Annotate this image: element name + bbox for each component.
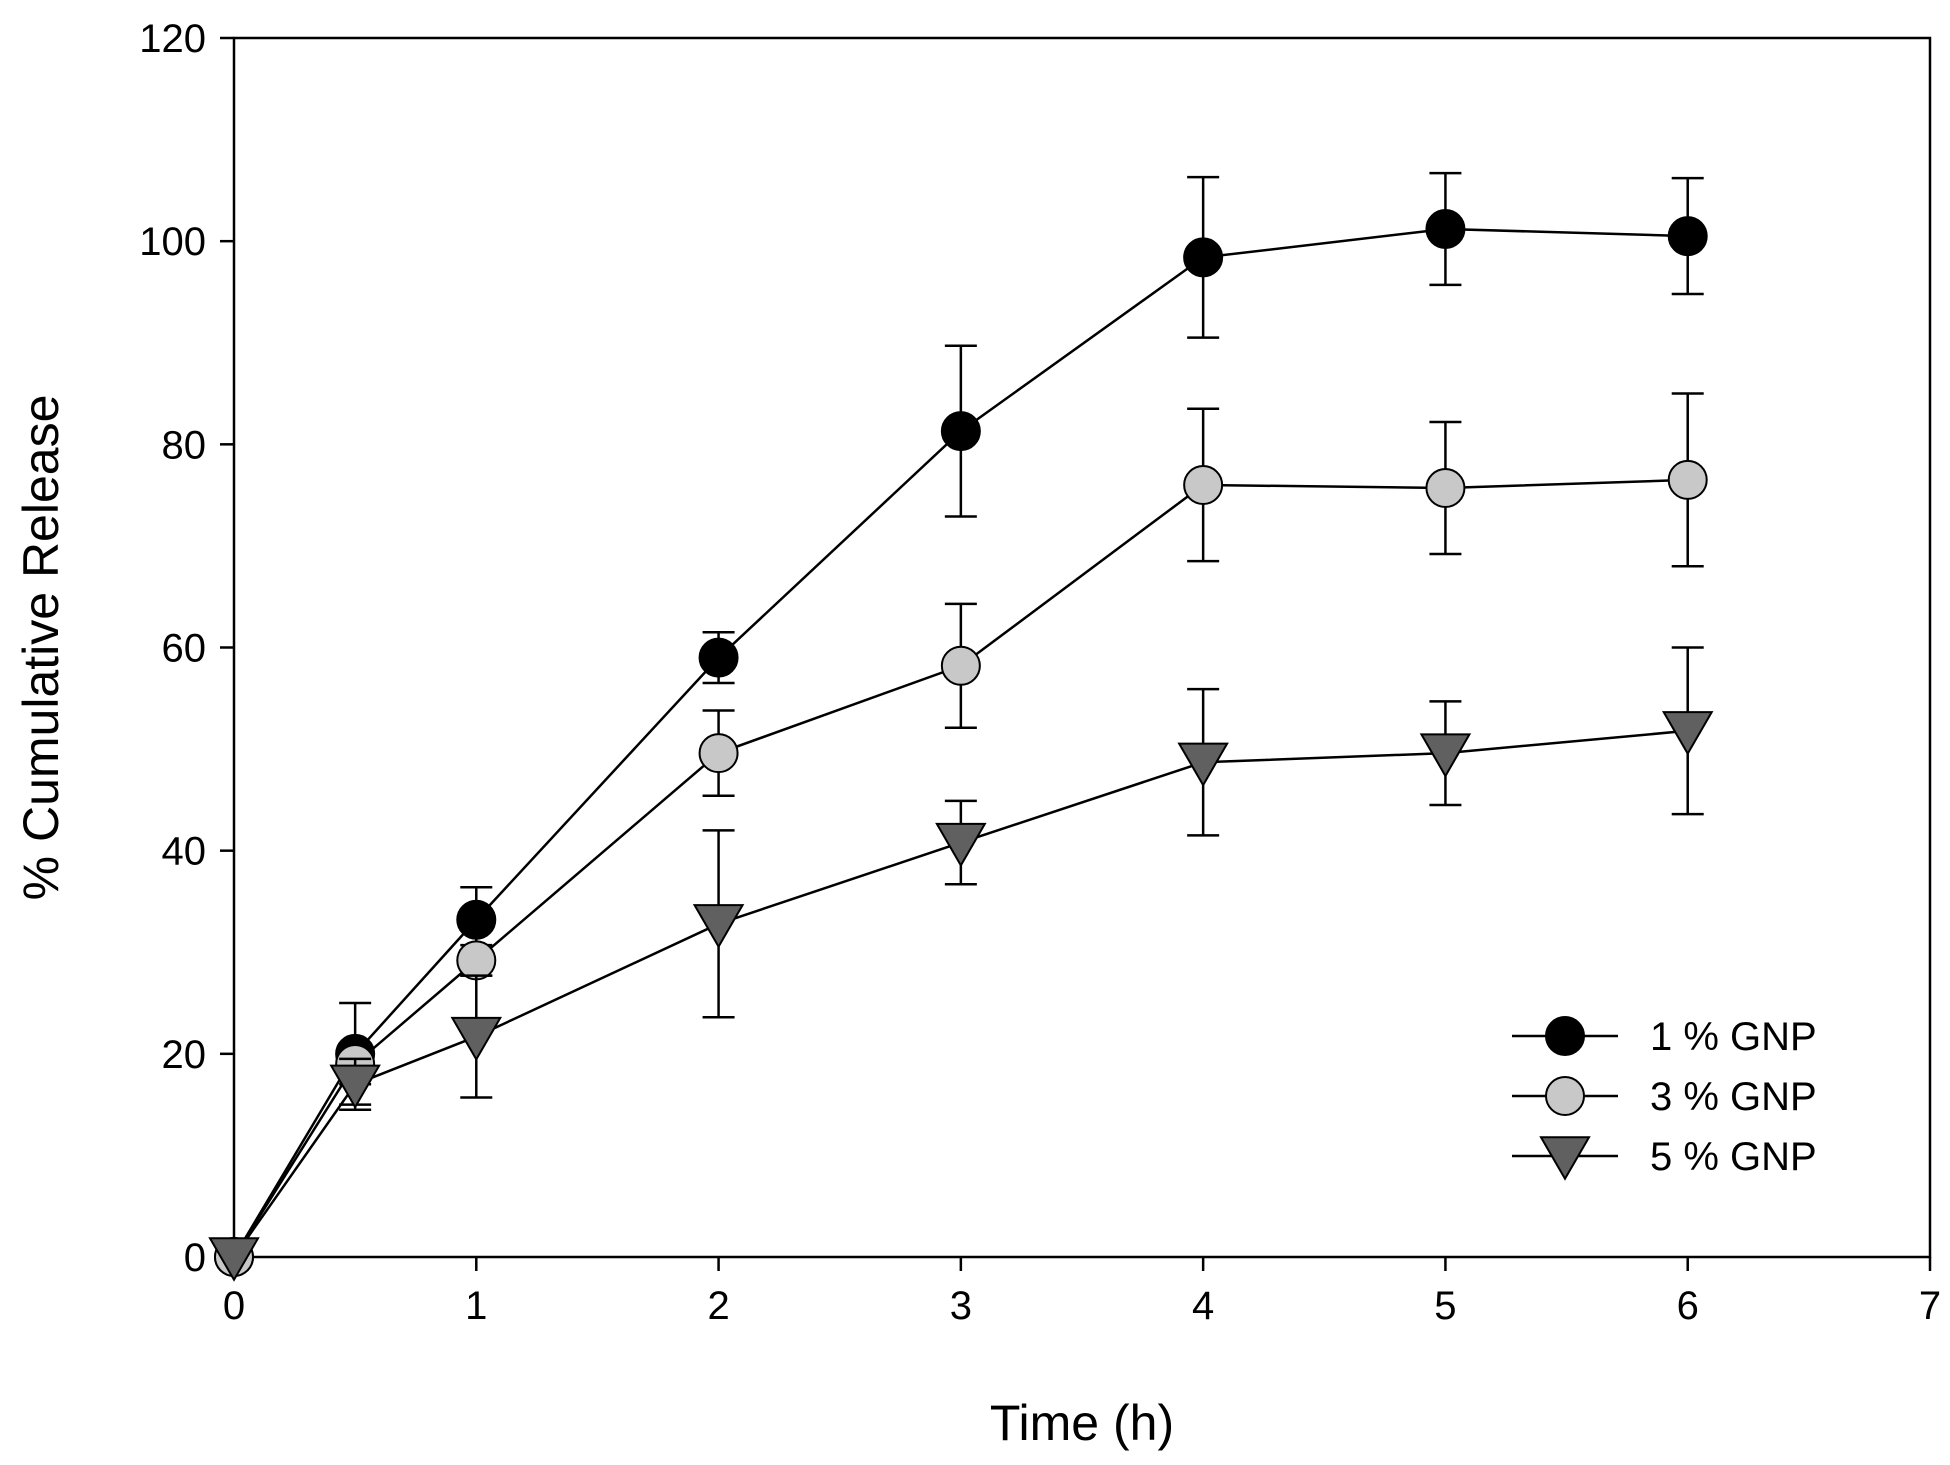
x-axis-title: Time (h) <box>990 1395 1174 1451</box>
x-tick-label: 2 <box>707 1284 729 1328</box>
series-line <box>232 729 1688 1258</box>
y-tick-label: 100 <box>139 220 206 264</box>
y-tick-label: 120 <box>139 17 206 61</box>
data-point <box>450 1016 503 1062</box>
data-point <box>935 822 987 868</box>
y-axis-title: % Cumulative Release <box>13 395 69 901</box>
data-point <box>1667 216 1708 257</box>
data-point <box>698 637 739 678</box>
data-point <box>1183 237 1224 278</box>
legend-marker <box>1545 1016 1585 1056</box>
data-point <box>456 940 497 981</box>
legend-label: 3 % GNP <box>1650 1075 1817 1119</box>
data-point <box>208 1237 260 1282</box>
data-point <box>940 411 981 452</box>
series-line <box>232 227 1688 1258</box>
legend-label: 1 % GNP <box>1650 1015 1817 1059</box>
data-point <box>456 899 497 940</box>
x-tick-label: 5 <box>1434 1284 1456 1328</box>
data-point <box>940 645 981 686</box>
data-point <box>1425 208 1466 249</box>
legend-item: 1 % GNP <box>1512 1015 1817 1059</box>
series-3 <box>208 646 1714 1282</box>
legend-item: 5 % GNP <box>1512 1135 1817 1181</box>
data-point <box>1419 733 1472 778</box>
data-point <box>1177 742 1229 788</box>
x-tick-label: 3 <box>950 1284 972 1328</box>
data-point <box>1425 468 1466 509</box>
y-tick-label: 20 <box>162 1033 207 1077</box>
legend: 1 % GNP 3 % GNP 5 % GNP <box>1512 1015 1817 1181</box>
x-tick-label: 7 <box>1919 1284 1941 1328</box>
axes: 0 1 2 3 4 5 6 7 0 20 40 60 80 100 120 <box>139 17 1941 1328</box>
legend-label: 5 % GNP <box>1650 1135 1817 1179</box>
x-tick-label: 0 <box>223 1284 245 1328</box>
x-tick-label: 4 <box>1192 1284 1214 1328</box>
data-point <box>698 733 739 774</box>
data-point <box>329 1064 381 1110</box>
y-tick-label: 60 <box>162 627 207 671</box>
y-tick-label: 0 <box>184 1236 206 1280</box>
data-point <box>692 904 745 949</box>
data-point <box>1183 464 1224 505</box>
data-point <box>1667 459 1708 500</box>
y-tick-label: 80 <box>162 423 207 467</box>
data-point <box>1661 711 1714 756</box>
y-tick-label: 40 <box>162 830 207 874</box>
series-layer <box>208 171 1714 1282</box>
x-tick-label: 1 <box>465 1284 487 1328</box>
legend-marker <box>1545 1076 1585 1116</box>
legend-item: 3 % GNP <box>1512 1075 1817 1119</box>
legend-marker <box>1539 1136 1591 1181</box>
x-tick-label: 6 <box>1677 1284 1699 1328</box>
series-line <box>232 478 1688 1258</box>
